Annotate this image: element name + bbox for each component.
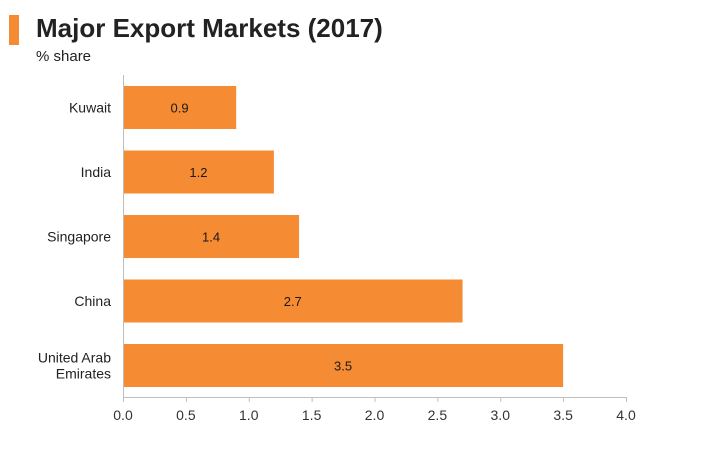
data-label: 1.4 (202, 230, 220, 245)
bar (124, 150, 274, 194)
x-tick-label: 4.0 (616, 407, 636, 423)
data-label: 2.7 (284, 294, 302, 309)
x-tick-label: 2.0 (365, 407, 385, 423)
bar (124, 344, 564, 387)
x-tick-label: 1.5 (302, 407, 322, 423)
bar (124, 215, 300, 258)
x-tick-label: 3.5 (553, 407, 573, 423)
category-label: India (81, 164, 112, 180)
x-tick-label: 0.5 (176, 407, 196, 423)
bar (124, 86, 237, 129)
category-label: Kuwait (69, 100, 111, 116)
category-label: United Arab Emirates (38, 350, 111, 382)
x-tick-label: 3.0 (491, 407, 511, 423)
data-label: 0.9 (171, 101, 189, 116)
chart-subtitle: % share (36, 48, 92, 65)
x-tick-label: 0.0 (113, 407, 133, 423)
category-label: Singapore (47, 229, 111, 245)
x-tick-label: 2.5 (428, 407, 448, 423)
chart-title: Major Export Markets (2017) (36, 13, 383, 43)
x-tick-label: 1.0 (239, 407, 259, 423)
data-label: 1.2 (189, 165, 207, 180)
category-label: China (74, 293, 111, 309)
title-accent-bar (9, 15, 19, 45)
bar (124, 279, 463, 323)
data-label: 3.5 (334, 359, 352, 374)
